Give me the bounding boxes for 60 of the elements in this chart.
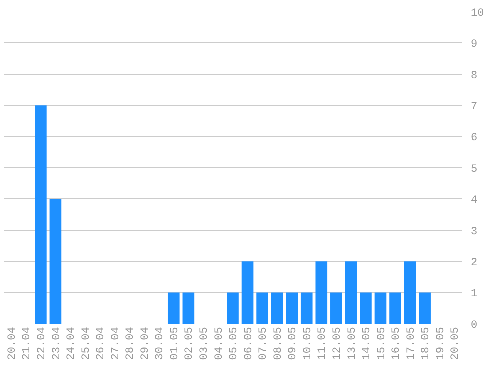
x-tick-label: 23.04 bbox=[51, 326, 64, 360]
x-tick-label: 04.05 bbox=[214, 327, 226, 360]
bar bbox=[300, 292, 313, 324]
x-tick-label: 07.05 bbox=[258, 327, 270, 360]
x-tick-label: 14.05 bbox=[362, 327, 374, 360]
bar bbox=[345, 262, 358, 324]
x-tick-label: 11.05 bbox=[317, 327, 330, 360]
y-tick-label: 8 bbox=[471, 70, 478, 82]
bar bbox=[330, 292, 342, 324]
x-tick-label: 02.05 bbox=[184, 327, 196, 360]
bar bbox=[360, 292, 372, 324]
y-tick-label: 3 bbox=[471, 226, 478, 238]
bar bbox=[286, 292, 298, 324]
x-tick-label: 20.04 bbox=[6, 326, 19, 360]
x-tick-label: 27.04 bbox=[110, 326, 122, 360]
x-tick-label: 21.04 bbox=[22, 326, 34, 360]
y-tick-label: 9 bbox=[471, 39, 478, 52]
bar bbox=[404, 262, 416, 324]
y-tick-label: 7 bbox=[471, 101, 478, 114]
x-tick-label: 09.05 bbox=[288, 327, 300, 360]
bar bbox=[419, 292, 431, 324]
x-tick-label: 29.04 bbox=[140, 326, 152, 360]
bar bbox=[242, 262, 254, 324]
x-tick-label: 24.04 bbox=[66, 326, 78, 360]
bar bbox=[168, 292, 180, 324]
x-tick-label: 05.05 bbox=[228, 327, 241, 360]
x-tick-label: 03.05 bbox=[199, 327, 212, 360]
y-tick-label: 0 bbox=[471, 320, 478, 332]
x-tick-label: 26.04 bbox=[96, 326, 108, 360]
x-tick-label: 30.04 bbox=[154, 326, 167, 360]
bar bbox=[374, 292, 387, 324]
x-tick-label: 13.05 bbox=[346, 327, 359, 360]
x-tick-label: 22.04 bbox=[36, 326, 49, 360]
y-tick-label: 2 bbox=[471, 257, 478, 270]
x-tick-label: 10.05 bbox=[302, 327, 314, 360]
bar bbox=[182, 292, 195, 324]
x-tick-label: 18.05 bbox=[420, 327, 433, 360]
bar bbox=[390, 292, 402, 324]
y-tick-label: 4 bbox=[471, 195, 478, 208]
x-tick-label: 06.05 bbox=[243, 327, 256, 360]
bar bbox=[50, 199, 62, 324]
x-tick-label: 19.05 bbox=[435, 327, 448, 360]
bar bbox=[256, 292, 268, 324]
y-tick-label: 6 bbox=[471, 132, 478, 145]
x-tick-label: 15.05 bbox=[376, 327, 388, 360]
y-tick-label: 10 bbox=[471, 8, 484, 20]
x-tick-label: 16.05 bbox=[391, 327, 404, 360]
bar bbox=[227, 292, 239, 324]
x-tick-label: 20.05 bbox=[450, 327, 462, 360]
x-tick-label: 01.05 bbox=[169, 327, 182, 360]
x-tick-label: 28.04 bbox=[125, 326, 138, 360]
y-tick-label: 5 bbox=[471, 164, 478, 176]
x-tick-label: 08.05 bbox=[272, 327, 285, 360]
x-tick-label: 12.05 bbox=[332, 327, 344, 360]
bar bbox=[35, 106, 47, 324]
bar bbox=[316, 262, 328, 324]
x-tick-label: 25.04 bbox=[80, 326, 93, 360]
bar bbox=[271, 292, 284, 324]
y-tick-label: 1 bbox=[471, 288, 478, 301]
x-tick-label: 17.05 bbox=[406, 327, 418, 360]
